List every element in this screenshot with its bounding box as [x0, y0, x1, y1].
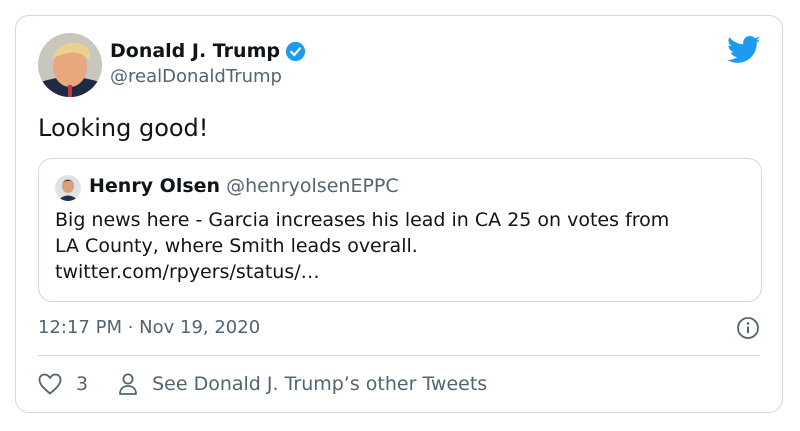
quoted-tweet[interactable]: Henry Olsen @henryolsenEPPC Big news here…	[38, 158, 762, 302]
like-count: 3	[76, 373, 89, 395]
quoted-author-name: Henry Olsen	[89, 175, 221, 197]
author-handle[interactable]: @realDonaldTrump	[110, 66, 282, 87]
heart-icon	[38, 373, 62, 395]
quoted-text-link[interactable]: twitter.com/rpyers/status/…	[55, 261, 320, 283]
quoted-text-line: Big news here - Garcia increases his lea…	[55, 209, 670, 231]
quoted-tweet-text: Big news here - Garcia increases his lea…	[55, 207, 755, 285]
like-button[interactable]: 3	[38, 373, 88, 395]
verified-badge-icon	[285, 41, 306, 61]
twitter-bird-icon[interactable]	[727, 36, 761, 64]
info-icon[interactable]	[736, 316, 760, 340]
quoted-author-handle: @henryolsenEPPC	[226, 175, 399, 197]
tweet-text: Looking good!	[38, 114, 209, 142]
tweet-actions: 3 See Donald J. Trump’s other Tweets	[38, 372, 487, 396]
see-other-tweets-label: See Donald J. Trump’s other Tweets	[152, 373, 488, 395]
divider	[38, 355, 760, 356]
quoted-text-line: LA County, where Smith leads overall.	[55, 235, 418, 257]
person-icon	[119, 373, 137, 395]
quoted-author-avatar	[55, 175, 81, 201]
author-name[interactable]: Donald J. Trump	[110, 40, 280, 62]
embedded-tweet-card[interactable]: Donald J. Trump @realDonaldTrump Looking…	[15, 15, 783, 413]
tweet-timestamp[interactable]: 12:17 PM · Nov 19, 2020	[38, 317, 261, 338]
see-other-tweets-link[interactable]: See Donald J. Trump’s other Tweets	[118, 373, 487, 395]
author-avatar[interactable]	[38, 33, 102, 97]
